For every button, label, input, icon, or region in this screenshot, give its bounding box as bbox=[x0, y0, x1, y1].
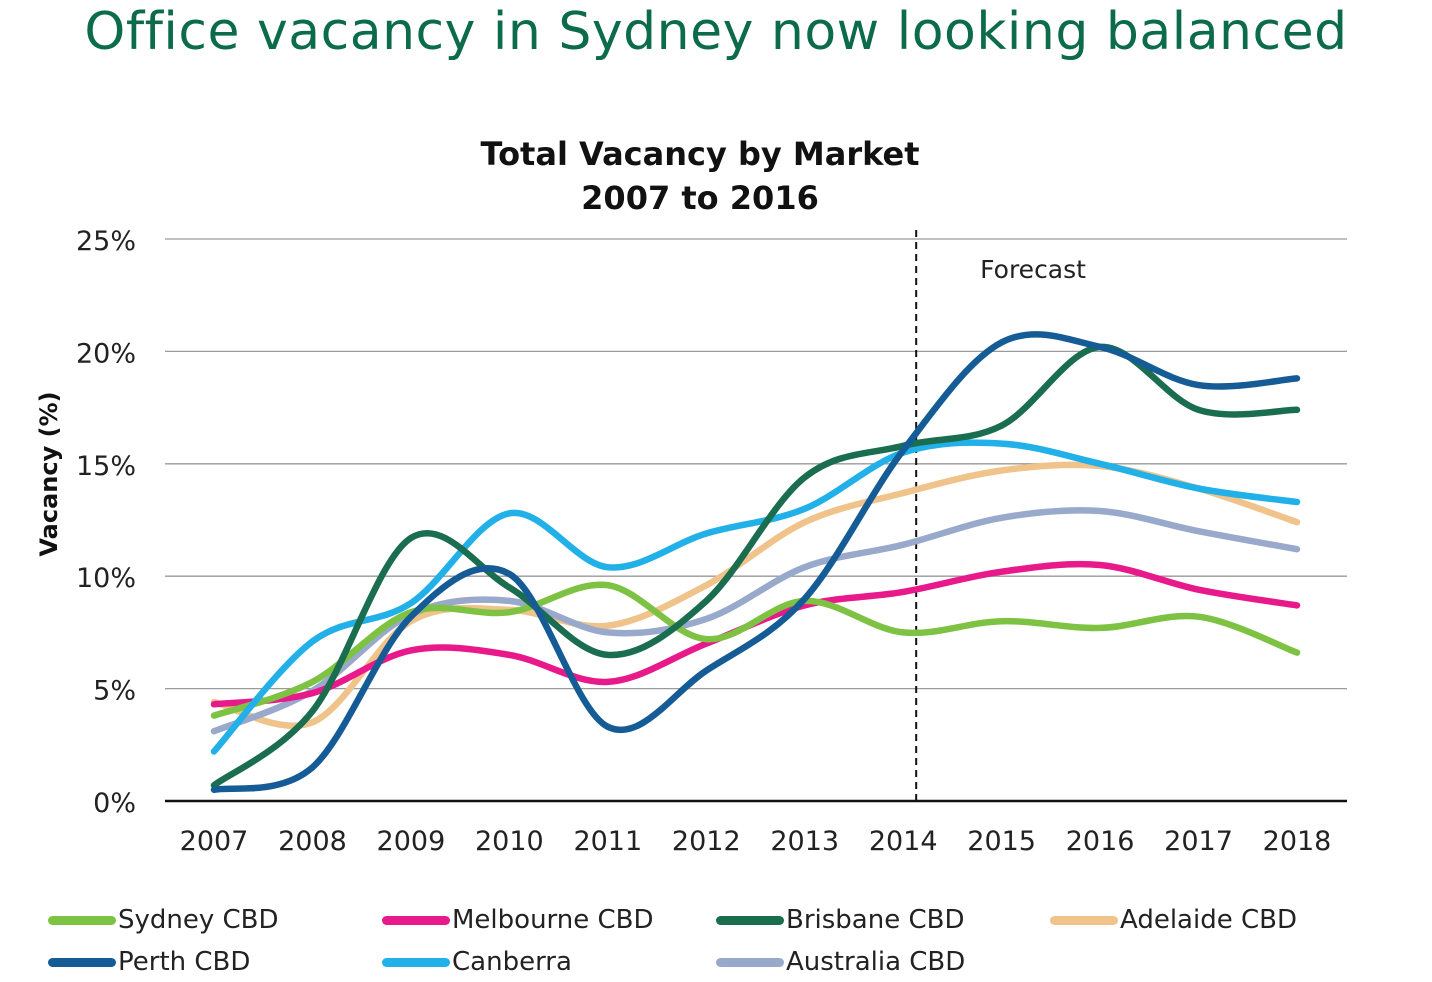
legend-label: Australia CBD bbox=[786, 947, 966, 977]
legend-label: Canberra bbox=[452, 947, 572, 977]
legend-label: Brisbane CBD bbox=[786, 905, 965, 935]
x-tick-label: 2010 bbox=[475, 826, 544, 857]
y-tick-label: 20% bbox=[76, 338, 136, 369]
series-line-sydney-cbd bbox=[210, 581, 1301, 719]
x-tick-label: 2018 bbox=[1263, 826, 1332, 857]
legend-swatch bbox=[48, 957, 116, 967]
series-line-perth-cbd bbox=[210, 331, 1301, 794]
y-tick-label: 15% bbox=[76, 451, 136, 482]
x-tick-label: 2015 bbox=[967, 826, 1036, 857]
series-line-canberra bbox=[210, 439, 1301, 755]
x-tick-labels: 2007 2008 2009 2010 2011 2012 2013 2014 2015 2016… bbox=[180, 826, 1332, 857]
legend-item-perth-cbd: Perth CBD bbox=[48, 942, 250, 982]
series-line-australia-cbd bbox=[210, 507, 1301, 735]
chart-subtitle: 2007 to 2016 bbox=[581, 179, 819, 217]
y-tick-label: 10% bbox=[76, 563, 136, 594]
legend-item-melbourne-cbd: Melbourne CBD bbox=[382, 900, 654, 940]
x-tick-label: 2011 bbox=[573, 826, 642, 857]
legend-swatch bbox=[1050, 915, 1118, 925]
legend-item-adelaide-cbd: Adelaide CBD bbox=[1050, 900, 1297, 940]
legend-item-brisbane-cbd: Brisbane CBD bbox=[716, 900, 964, 940]
x-tick-label: 2017 bbox=[1164, 826, 1233, 857]
y-axis-label: Vacancy (%) bbox=[35, 391, 63, 556]
legend-label: Adelaide CBD bbox=[1120, 905, 1297, 935]
x-tick-label: 2012 bbox=[672, 826, 741, 857]
legend-swatch bbox=[716, 957, 784, 967]
series-lines bbox=[210, 331, 1301, 794]
legend-label: Melbourne CBD bbox=[452, 905, 654, 935]
legend-item-australia-cbd: Australia CBD bbox=[716, 942, 965, 982]
x-tick-label: 2014 bbox=[869, 826, 938, 857]
legend-swatch bbox=[382, 957, 450, 967]
legend-label: Perth CBD bbox=[118, 947, 251, 977]
chart-legend: Sydney CBD Melbourne CBD Brisbane CBD Adela… bbox=[0, 898, 1432, 980]
legend-item-sydney-cbd: Sydney CBD bbox=[48, 900, 279, 940]
legend-label: Sydney CBD bbox=[118, 905, 279, 935]
legend-swatch bbox=[716, 915, 784, 925]
series-line-brisbane-cbd bbox=[210, 343, 1301, 789]
vacancy-line-chart: Total Vacancy by Market 2007 to 2016 Vac… bbox=[35, 135, 1347, 857]
x-tick-label: 2007 bbox=[180, 826, 249, 857]
y-tick-label: 0% bbox=[93, 788, 136, 819]
x-tick-label: 2008 bbox=[278, 826, 347, 857]
chart-title: Total Vacancy by Market bbox=[480, 135, 919, 173]
y-tick-labels: 0% 5% 10% 15% 20% 25% bbox=[76, 226, 136, 819]
forecast-annotation: Forecast bbox=[980, 255, 1086, 284]
legend-swatch bbox=[382, 915, 450, 925]
page-title: Office vacancy in Sydney now looking bal… bbox=[84, 2, 1348, 62]
legend-swatch bbox=[48, 915, 116, 925]
x-tick-label: 2009 bbox=[377, 826, 446, 857]
y-tick-label: 5% bbox=[93, 676, 136, 707]
legend-item-canberra: Canberra bbox=[382, 942, 572, 982]
y-tick-label: 25% bbox=[76, 226, 136, 257]
x-tick-label: 2016 bbox=[1066, 826, 1135, 857]
x-tick-label: 2013 bbox=[770, 826, 839, 857]
